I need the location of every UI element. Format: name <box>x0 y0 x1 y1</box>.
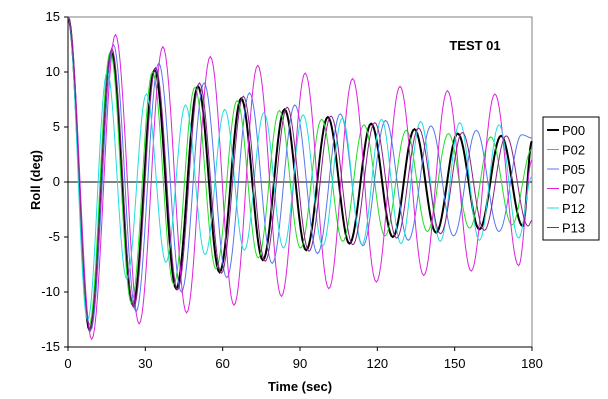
y-axis-title: Roll (deg) <box>28 150 43 210</box>
y-tick-label: 15 <box>46 9 60 24</box>
y-tick-label: 10 <box>46 64 60 79</box>
series-line-p05 <box>67 16 533 332</box>
legend-label: P00 <box>562 123 585 138</box>
legend-label: P05 <box>562 162 585 177</box>
y-tick-label: -15 <box>41 339 60 354</box>
y-axis-ticks: -15 -10 -5 0 5 10 15 <box>41 9 68 354</box>
y-tick-label: -10 <box>41 284 60 299</box>
x-axis-title: Time (sec) <box>268 379 332 394</box>
legend-label: P07 <box>562 182 585 197</box>
series-line-p12 <box>67 16 533 322</box>
y-tick-label: 5 <box>53 119 60 134</box>
chart-annotation: TEST 01 <box>449 38 500 53</box>
y-tick-label: 0 <box>53 174 60 189</box>
x-tick-label: 180 <box>521 356 543 371</box>
series-line-p00 <box>67 16 533 333</box>
x-tick-label: 90 <box>293 356 307 371</box>
legend-box <box>542 116 600 241</box>
x-tick-label: 150 <box>444 356 466 371</box>
legend-label: P13 <box>562 221 585 236</box>
series-line-p07 <box>67 16 533 341</box>
y-tick-label: -5 <box>48 229 60 244</box>
series-layer <box>67 16 533 341</box>
x-tick-label: 120 <box>366 356 388 371</box>
series-line-p13 <box>67 16 533 331</box>
legend-label: P02 <box>562 143 585 158</box>
x-axis-ticks: 0 30 60 90 120 150 180 <box>64 347 543 371</box>
legend: P00 P02 P05 P07 P12 P13 <box>542 116 600 241</box>
x-tick-label: 60 <box>215 356 229 371</box>
x-tick-label: 0 <box>64 356 71 371</box>
x-tick-label: 30 <box>138 356 152 371</box>
legend-label: P12 <box>562 201 585 216</box>
